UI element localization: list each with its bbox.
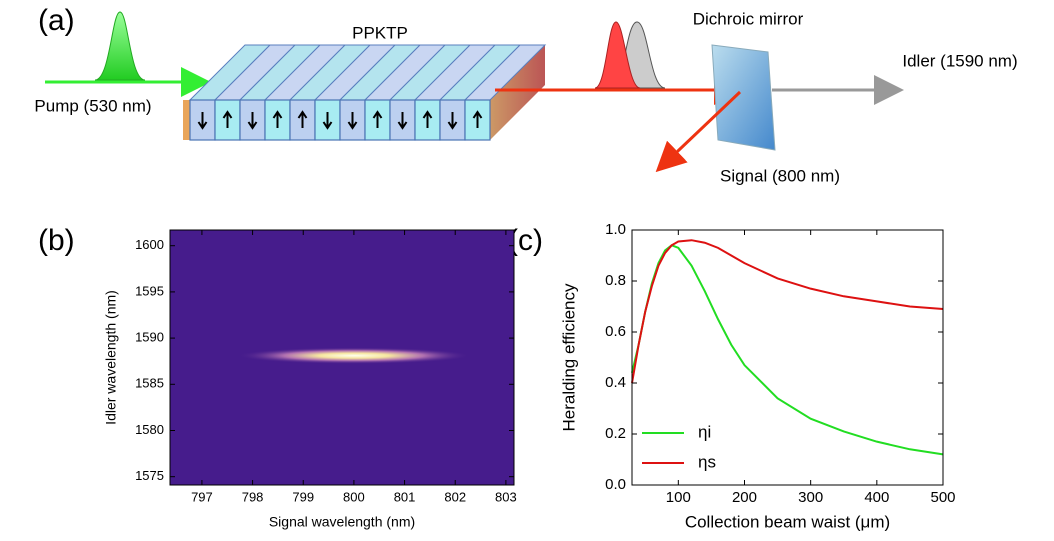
y-tick-label: 0.8 [605, 272, 626, 289]
domain-arrow [472, 110, 483, 128]
y-tick-label: 1590 [135, 330, 164, 345]
cell-face [339, 99, 366, 141]
signal-pulse [594, 21, 641, 89]
y-tick-label: 0.6 [605, 323, 626, 340]
crystal-edge [183, 100, 190, 140]
crystal-side [490, 45, 545, 140]
x-axis-label: Collection beam waist (μm) [685, 512, 890, 531]
x-tick-label: 800 [343, 489, 365, 504]
panel-label: (b) [38, 224, 75, 257]
x-tick-label: 100 [666, 489, 691, 506]
domain-arrow [247, 112, 258, 130]
dichroic-mirror [711, 44, 776, 151]
joint-spectrum-spot [237, 347, 471, 364]
y-tick-label: 0.0 [605, 476, 626, 493]
y-tick-label: 1.0 [605, 221, 626, 238]
domain-arrow [447, 112, 458, 130]
domain-arrow [397, 112, 408, 130]
signal-arrow [655, 90, 742, 173]
domain-arrow [347, 112, 358, 130]
x-tick-label: 803 [495, 489, 517, 504]
y-axis-label: Heralding efficiency [559, 283, 578, 432]
x-tick-label: 798 [242, 489, 264, 504]
domain-arrow [372, 110, 383, 128]
y-tick-label: 1575 [135, 468, 164, 483]
mirror-label: Dichroic mirror [693, 9, 804, 28]
idler-label: Idler (1590 nm) [902, 51, 1017, 70]
y-tick-label: 0.4 [605, 374, 626, 391]
y-tick-label: 1585 [135, 376, 164, 391]
crystal-cells [188, 44, 547, 141]
x-tick-label: 200 [732, 489, 757, 506]
plot-frame [169, 229, 515, 486]
y-tick-label: 1600 [135, 237, 164, 252]
domain-arrow [197, 112, 208, 130]
panel-label: (a) [38, 4, 75, 37]
x-axis-label: Signal wavelength (nm) [269, 514, 415, 530]
x-tick-label: 500 [930, 489, 955, 506]
crystal-label: PPKTP [352, 23, 408, 42]
legend-label: ηi [698, 422, 711, 441]
series-line [631, 239, 944, 384]
legend-label: ηs [698, 452, 716, 471]
domain-arrow [322, 112, 333, 130]
y-tick-label: 1595 [135, 283, 164, 298]
domain-arrow [222, 110, 233, 128]
x-tick-label: 801 [394, 489, 416, 504]
series-line [631, 244, 944, 456]
domain-arrow [272, 110, 283, 128]
x-tick-label: 802 [444, 489, 466, 504]
x-tick-label: 799 [292, 489, 314, 504]
x-tick-label: 797 [191, 489, 213, 504]
setup-diagram: PPKTP Pump (530 nm) Dichroic mirror Idle… [34, 9, 1017, 185]
y-tick-label: 1580 [135, 422, 164, 437]
plot-frame [631, 229, 944, 486]
signal-label: Signal (800 nm) [720, 166, 840, 185]
y-axis-label: Idler wavelength (nm) [103, 290, 119, 425]
pump-pulse [94, 11, 146, 81]
x-tick-label: 400 [864, 489, 889, 506]
x-tick-label: 300 [798, 489, 823, 506]
y-tick-label: 0.2 [605, 425, 626, 442]
domain-arrow [422, 110, 433, 128]
pump-label: Pump (530 nm) [34, 96, 151, 115]
domain-arrow [297, 110, 308, 128]
